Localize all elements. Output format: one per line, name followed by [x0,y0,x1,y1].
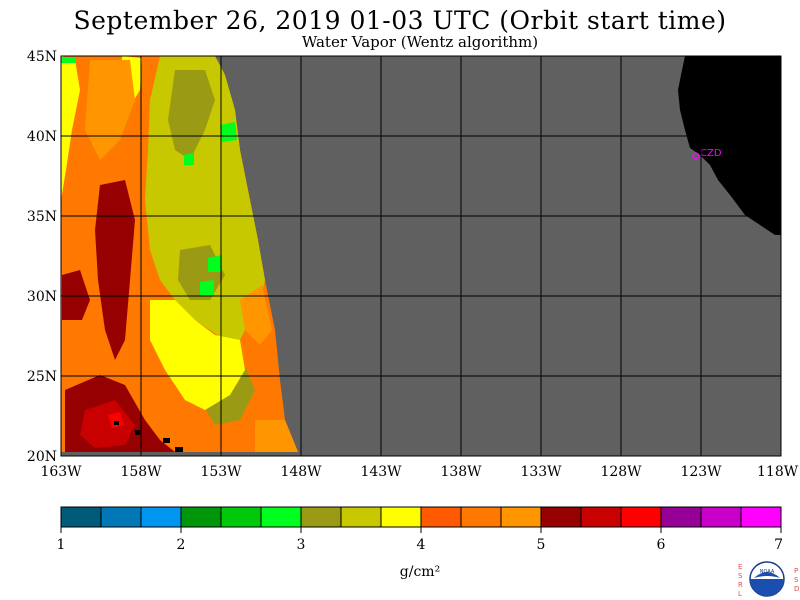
colorbar-swatch [220,506,262,528]
colorbar-swatch [380,506,422,528]
latitude-label: 45N [27,49,57,65]
swath-darkred-band [62,270,90,320]
colorbar-swatch [580,506,622,528]
logo-letter: E [738,563,742,571]
colorbar-tick-label: 7 [774,537,783,553]
colorbar-tick-label: 1 [57,537,66,553]
longitude-label: 118W [757,464,799,480]
swath-green-speck [200,280,214,296]
noaa-emblem-lower [750,579,784,596]
latitude-label: 35N [27,209,57,225]
swath-green-speck [61,57,76,63]
colorbar-swatch [460,506,502,528]
colorbar-swatch [620,506,662,528]
island [163,438,170,443]
station-label: CZD [700,148,722,159]
latitude-label: 20N [27,449,57,465]
colorbar-tick-labels: 1 2 3 4 5 6 7 [57,527,783,553]
map-frame [60,55,782,457]
longitude-label: 153W [200,464,242,480]
colorbar-tick-label: 2 [177,537,186,553]
colorbar-tick-label: 6 [657,537,666,553]
map-title: September 26, 2019 01-03 UTC (Orbit star… [73,6,727,35]
land-california [678,56,781,235]
longitude-label: 138W [440,464,482,480]
longitude-label: 143W [360,464,402,480]
map-subtitle: Water Vapor (Wentz algorithm) [301,33,539,51]
colorbar-swatch [540,506,582,528]
colorbar-swatch [660,506,702,528]
swath-green-speck [184,153,194,165]
island [114,421,119,425]
swath-red-spot [108,412,124,428]
logo-letter: S [794,576,799,584]
logo-letter: D [794,585,799,593]
logo-letter: L [738,590,742,598]
colorbar-swatch [300,506,342,528]
longitude-labels: 163W 158W 153W 148W 143W 138W 133W 128W 123W 118W [40,464,798,480]
logo-letter: R [738,581,743,589]
island [175,447,183,452]
swath-light-orange-patch [85,60,135,160]
swath-darkred-band [95,180,135,360]
latitude-label: 30N [27,289,57,305]
colorbar-tick-label: 4 [417,537,426,553]
colorbar-swatch [500,506,542,528]
colorbar-swatch [60,506,102,528]
latitude-label: 25N [27,369,57,385]
swath-yellow-patch [61,56,80,200]
data-swath [61,56,298,452]
colorbar-swatch [180,506,222,528]
graticule [61,56,781,456]
longitude-label: 128W [600,464,642,480]
colorbar-swatch [740,506,782,528]
swath-green-speck [220,122,237,142]
colorbar-tick-label: 3 [297,537,306,553]
colorbar-swatch [140,506,182,528]
station-marker-czd [692,152,700,160]
colorbar-swatch [100,506,142,528]
colorbar-tick-label: 5 [537,537,546,553]
logo-letter: P [794,567,798,575]
longitude-label: 133W [520,464,562,480]
longitude-label: 148W [280,464,322,480]
colorbar-swatch [700,506,742,528]
colorbar [60,506,782,528]
colorbar-swatch [420,506,462,528]
longitude-label: 163W [40,464,82,480]
colorbar-units: g/cm² [400,564,440,580]
swath-red-core [80,400,135,448]
latitude-labels: 45N 40N 35N 30N 25N 20N [27,49,57,465]
noaa-text: NOAA [760,569,775,575]
logo-letter: S [738,572,743,580]
latitude-label: 40N [27,129,57,145]
swath-light-orange-patch [240,285,272,345]
swath-green-speck [208,255,222,272]
colorbar-swatch [340,506,382,528]
noaa-emblem-bird [754,572,780,578]
swath-olive-patch [168,70,215,160]
island [135,430,140,435]
noaa-logo: E S R L NOAA P S D [738,561,799,598]
colorbar-swatch [260,506,302,528]
longitude-label: 158W [120,464,162,480]
longitude-label: 123W [680,464,722,480]
swath-light-orange-patch [255,420,298,452]
